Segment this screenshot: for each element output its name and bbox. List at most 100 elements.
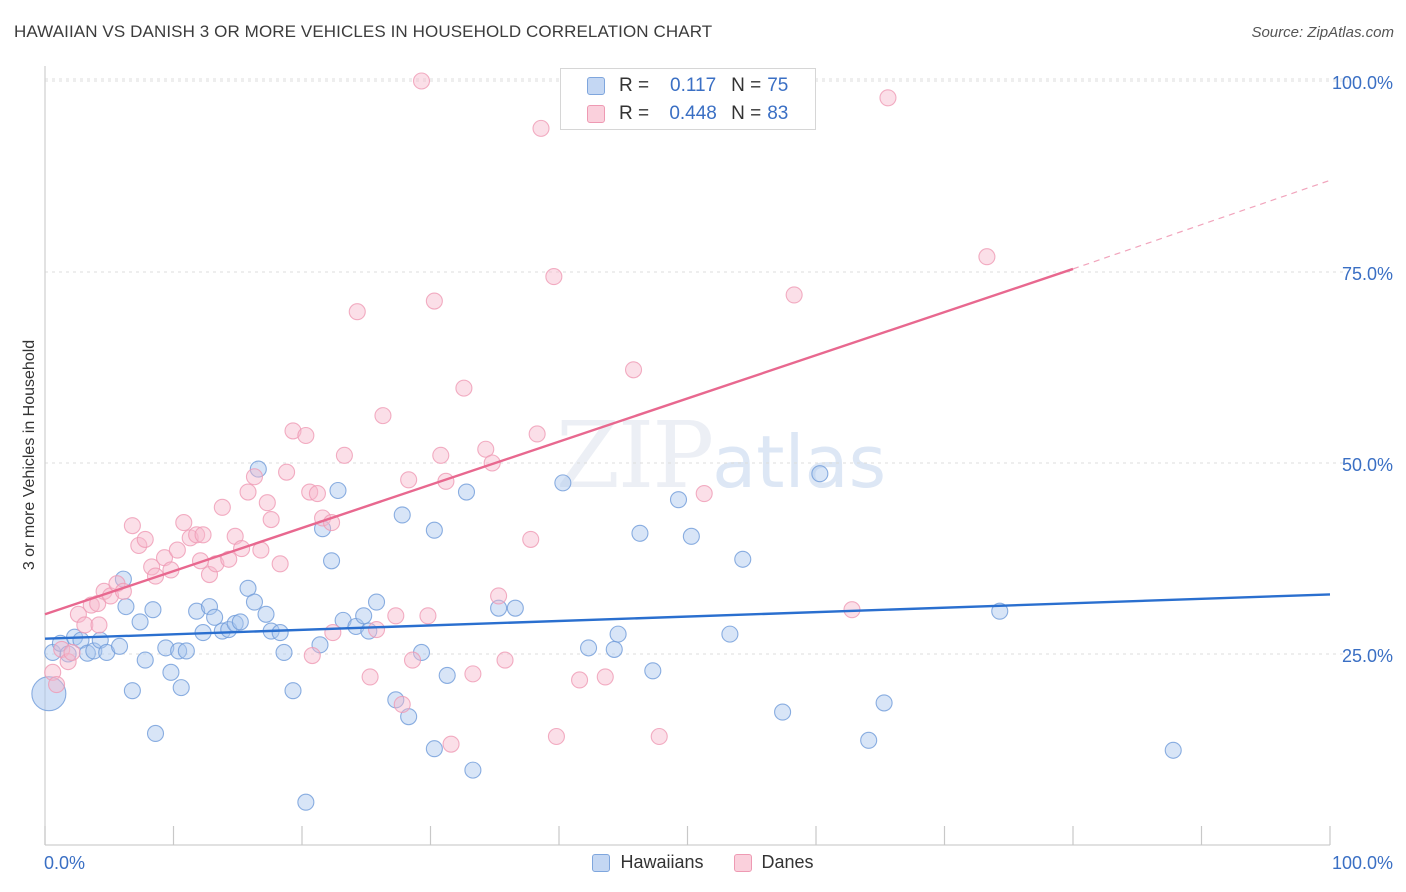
- data-point-hawaiians: [644, 662, 662, 680]
- source-label[interactable]: Source: ZipAtlas.com: [1251, 24, 1394, 41]
- data-point-danes: [239, 483, 257, 501]
- data-point-hawaiians: [438, 666, 456, 684]
- legend-n-value: 75: [767, 75, 789, 96]
- data-point-danes: [308, 485, 326, 503]
- data-point-danes: [785, 286, 803, 304]
- data-point-hawaiians: [177, 642, 195, 660]
- data-point-hawaiians: [146, 724, 165, 743]
- data-point-danes: [400, 471, 418, 489]
- data-point-danes: [978, 248, 996, 266]
- data-point-hawaiians: [669, 491, 688, 509]
- data-point-danes: [419, 607, 437, 625]
- data-point-danes: [387, 607, 405, 625]
- data-point-hawaiians: [631, 524, 649, 542]
- data-point-hawaiians: [464, 761, 482, 779]
- data-point-hawaiians: [425, 521, 443, 539]
- legend-r-label: R =: [619, 75, 650, 96]
- data-point-danes: [442, 735, 460, 753]
- data-point-danes: [455, 379, 473, 397]
- data-point-hawaiians: [554, 474, 572, 492]
- data-point-hawaiians: [206, 608, 224, 626]
- data-point-danes: [496, 651, 514, 669]
- watermark-zip: ZIP: [556, 402, 714, 509]
- y-tick-label: 25.0%: [1342, 646, 1393, 666]
- data-point-hawaiians: [734, 550, 752, 568]
- legend-n-label: N =: [731, 103, 762, 124]
- legend-item-hawaiians[interactable]: Hawaiians: [592, 852, 704, 873]
- data-point-danes: [695, 485, 713, 503]
- data-point-danes: [188, 526, 206, 544]
- data-point-hawaiians: [457, 483, 476, 501]
- data-point-danes: [571, 671, 589, 689]
- data-point-danes: [297, 426, 315, 445]
- legend-r-label: R =: [619, 103, 650, 124]
- legend-r-value: 0.117: [670, 75, 717, 96]
- data-point-danes: [59, 653, 77, 671]
- legend-label-danes: Danes: [761, 852, 814, 872]
- data-point-hawaiians: [490, 599, 508, 617]
- data-point-danes: [596, 668, 614, 686]
- legend-row-danes: R = 0.448 N = 83: [587, 101, 788, 127]
- data-point-danes: [245, 468, 264, 486]
- legend-item-danes[interactable]: Danes: [733, 852, 814, 873]
- data-point-hawaiians: [131, 613, 149, 631]
- series-legend: Hawaiians Danes: [0, 852, 1406, 873]
- legend-n-label: N =: [731, 75, 762, 96]
- stats-legend: R = 0.117 N = 75 R = 0.448 N = 83: [560, 68, 816, 130]
- data-point-hawaiians: [425, 740, 443, 758]
- data-point-danes: [271, 555, 289, 573]
- data-point-danes: [335, 446, 353, 464]
- data-point-danes: [367, 621, 386, 639]
- data-point-hawaiians: [162, 663, 180, 681]
- data-point-hawaiians: [875, 694, 893, 712]
- data-point-hawaiians: [257, 605, 275, 623]
- data-point-danes: [348, 303, 366, 321]
- data-point-danes: [412, 72, 431, 90]
- data-point-hawaiians: [284, 682, 302, 700]
- data-point-danes: [490, 587, 508, 605]
- data-point-danes: [90, 616, 108, 634]
- data-point-hawaiians: [31, 676, 67, 712]
- legend-r-value: 0.448: [669, 103, 717, 124]
- y-tick-label: 100.0%: [1332, 73, 1393, 93]
- data-point-hawaiians: [117, 598, 135, 616]
- data-point-hawaiians: [231, 613, 249, 631]
- data-point-danes: [63, 643, 81, 662]
- data-point-danes: [48, 676, 66, 694]
- data-point-hawaiians: [245, 593, 264, 611]
- data-point-hawaiians: [609, 625, 627, 643]
- data-point-hawaiians: [275, 643, 293, 662]
- data-point-hawaiians: [144, 601, 162, 619]
- data-point-hawaiians: [239, 579, 257, 597]
- data-point-hawaiians: [605, 640, 623, 658]
- data-point-hawaiians: [991, 602, 1009, 620]
- x-tick-label: 100.0%: [1332, 853, 1393, 873]
- legend-row-hawaiians: R = 0.117 N = 75: [587, 73, 788, 99]
- data-point-hawaiians: [136, 651, 154, 669]
- data-point-danes: [262, 510, 280, 529]
- data-point-hawaiians: [188, 602, 206, 620]
- data-point-danes: [547, 727, 565, 746]
- data-point-danes: [432, 446, 450, 464]
- data-point-danes: [130, 536, 148, 555]
- data-point-danes: [624, 361, 643, 379]
- data-point-hawaiians: [123, 682, 141, 700]
- legend-n-value: 83: [767, 103, 789, 124]
- data-point-hawaiians: [249, 460, 267, 478]
- data-point-danes: [528, 425, 546, 443]
- data-point-hawaiians: [580, 639, 598, 657]
- data-point-hawaiians: [329, 481, 347, 500]
- data-point-danes: [136, 530, 154, 548]
- data-point-danes: [879, 89, 897, 107]
- data-point-danes: [123, 517, 141, 535]
- legend-swatch-hawaiians: [587, 77, 605, 95]
- y-tick-label: 75.0%: [1342, 264, 1393, 284]
- data-point-danes: [361, 668, 379, 686]
- watermark-atlas: atlas: [712, 420, 887, 504]
- watermark: ZIPatlas: [556, 402, 886, 509]
- data-point-hawaiians: [85, 642, 103, 660]
- data-point-hawaiians: [213, 622, 231, 640]
- trend-line-hawaiians: [44, 593, 1331, 640]
- data-point-hawaiians: [1164, 741, 1182, 759]
